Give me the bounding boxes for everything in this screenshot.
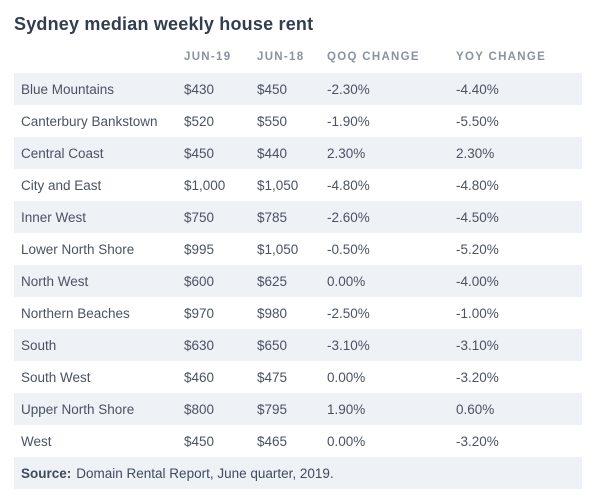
yoy-cell: -5.20% [456,241,499,257]
table-row: Canterbury Bankstown $520 $550 -1.90% -5… [14,105,582,137]
column-header-jun19: JUN-19 [184,51,232,63]
jun19-cell: $520 [184,113,215,129]
region-cell: City and East [21,177,102,193]
qoq-cell: 0.00% [327,273,366,289]
jun18-cell: $1,050 [257,177,299,193]
table-body: Blue Mountains $430 $450 -2.30% -4.40% C… [14,73,582,457]
jun18-cell: $550 [257,113,288,129]
region-cell: Blue Mountains [21,81,115,97]
qoq-cell: -2.60% [327,209,370,225]
qoq-cell: -4.80% [327,177,370,193]
source-text: Domain Rental Report, June quarter, 2019… [76,465,334,481]
qoq-cell: -1.90% [327,113,370,129]
jun18-cell: $650 [257,337,288,353]
region-cell: Central Coast [21,145,104,161]
qoq-cell: 1.90% [327,401,366,417]
column-header-yoy: YOY CHANGE [456,51,547,63]
region-cell: Inner West [21,209,87,225]
qoq-cell: -2.50% [327,305,370,321]
table-row: West $450 $465 0.00% -3.20% [14,425,582,457]
qoq-cell: 0.00% [327,369,366,385]
region-cell: Canterbury Bankstown [21,113,158,129]
jun19-cell: $750 [184,209,215,225]
table-row: South $630 $650 -3.10% -3.10% [14,329,582,361]
jun19-cell: $600 [184,273,215,289]
jun19-cell: $630 [184,337,215,353]
jun19-cell: $430 [184,81,215,97]
yoy-cell: -3.20% [456,433,499,449]
rent-table: JUN-19 JUN-18 QOQ CHANGE YOY CHANGE Blue… [14,37,582,457]
table-row: Northern Beaches $970 $980 -2.50% -1.00% [14,297,582,329]
yoy-cell: -3.20% [456,369,499,385]
jun19-cell: $1,000 [184,177,226,193]
column-header-qoq: QOQ CHANGE [327,51,420,63]
jun18-cell: $475 [257,369,288,385]
region-cell: South West [21,369,91,385]
region-cell: Northern Beaches [21,305,130,321]
jun19-cell: $450 [184,433,215,449]
yoy-cell: -1.00% [456,305,499,321]
region-cell: Lower North Shore [21,241,135,257]
region-cell: North West [21,273,89,289]
qoq-cell: 0.00% [327,433,366,449]
yoy-cell: -3.10% [456,337,499,353]
yoy-cell: -4.00% [456,273,499,289]
table-row: Upper North Shore $800 $795 1.90% 0.60% [14,393,582,425]
jun18-cell: $625 [257,273,288,289]
table-row: Inner West $750 $785 -2.60% -4.50% [14,201,582,233]
jun19-cell: $450 [184,145,215,161]
jun19-cell: $995 [184,241,215,257]
region-cell: South [21,337,57,353]
header-row: JUN-19 JUN-18 QOQ CHANGE YOY CHANGE [14,37,582,73]
jun18-cell: $980 [257,305,288,321]
table-row: Blue Mountains $430 $450 -2.30% -4.40% [14,73,582,105]
qoq-cell: -2.30% [327,81,370,97]
jun18-cell: $795 [257,401,288,417]
table-row: South West $460 $475 0.00% -3.20% [14,361,582,393]
jun18-cell: $785 [257,209,288,225]
table-row: Central Coast $450 $440 2.30% 2.30% [14,137,582,169]
source-label: Source: [21,465,72,481]
jun18-cell: $440 [257,145,288,161]
source-note: Source: Domain Rental Report, June quart… [14,457,582,489]
table-row: North West $600 $625 0.00% -4.00% [14,265,582,297]
jun18-cell: $450 [257,81,288,97]
yoy-cell: 0.60% [456,401,495,417]
yoy-cell: -4.80% [456,177,499,193]
table-row: Lower North Shore $995 $1,050 -0.50% -5.… [14,233,582,265]
jun19-cell: $970 [184,305,215,321]
yoy-cell: -5.50% [456,113,499,129]
qoq-cell: 2.30% [327,145,366,161]
table-row: City and East $1,000 $1,050 -4.80% -4.80… [14,169,582,201]
region-cell: Upper North Shore [21,401,135,417]
yoy-cell: 2.30% [456,145,495,161]
jun19-cell: $800 [184,401,215,417]
jun19-cell: $460 [184,369,215,385]
region-cell: West [21,433,52,449]
qoq-cell: -0.50% [327,241,370,257]
jun18-cell: $1,050 [257,241,299,257]
yoy-cell: -4.50% [456,209,499,225]
yoy-cell: -4.40% [456,81,499,97]
qoq-cell: -3.10% [327,337,370,353]
column-header-jun18: JUN-18 [257,51,305,63]
jun18-cell: $465 [257,433,288,449]
page-title: Sydney median weekly house rent [14,14,314,34]
column-header-region [14,37,184,73]
